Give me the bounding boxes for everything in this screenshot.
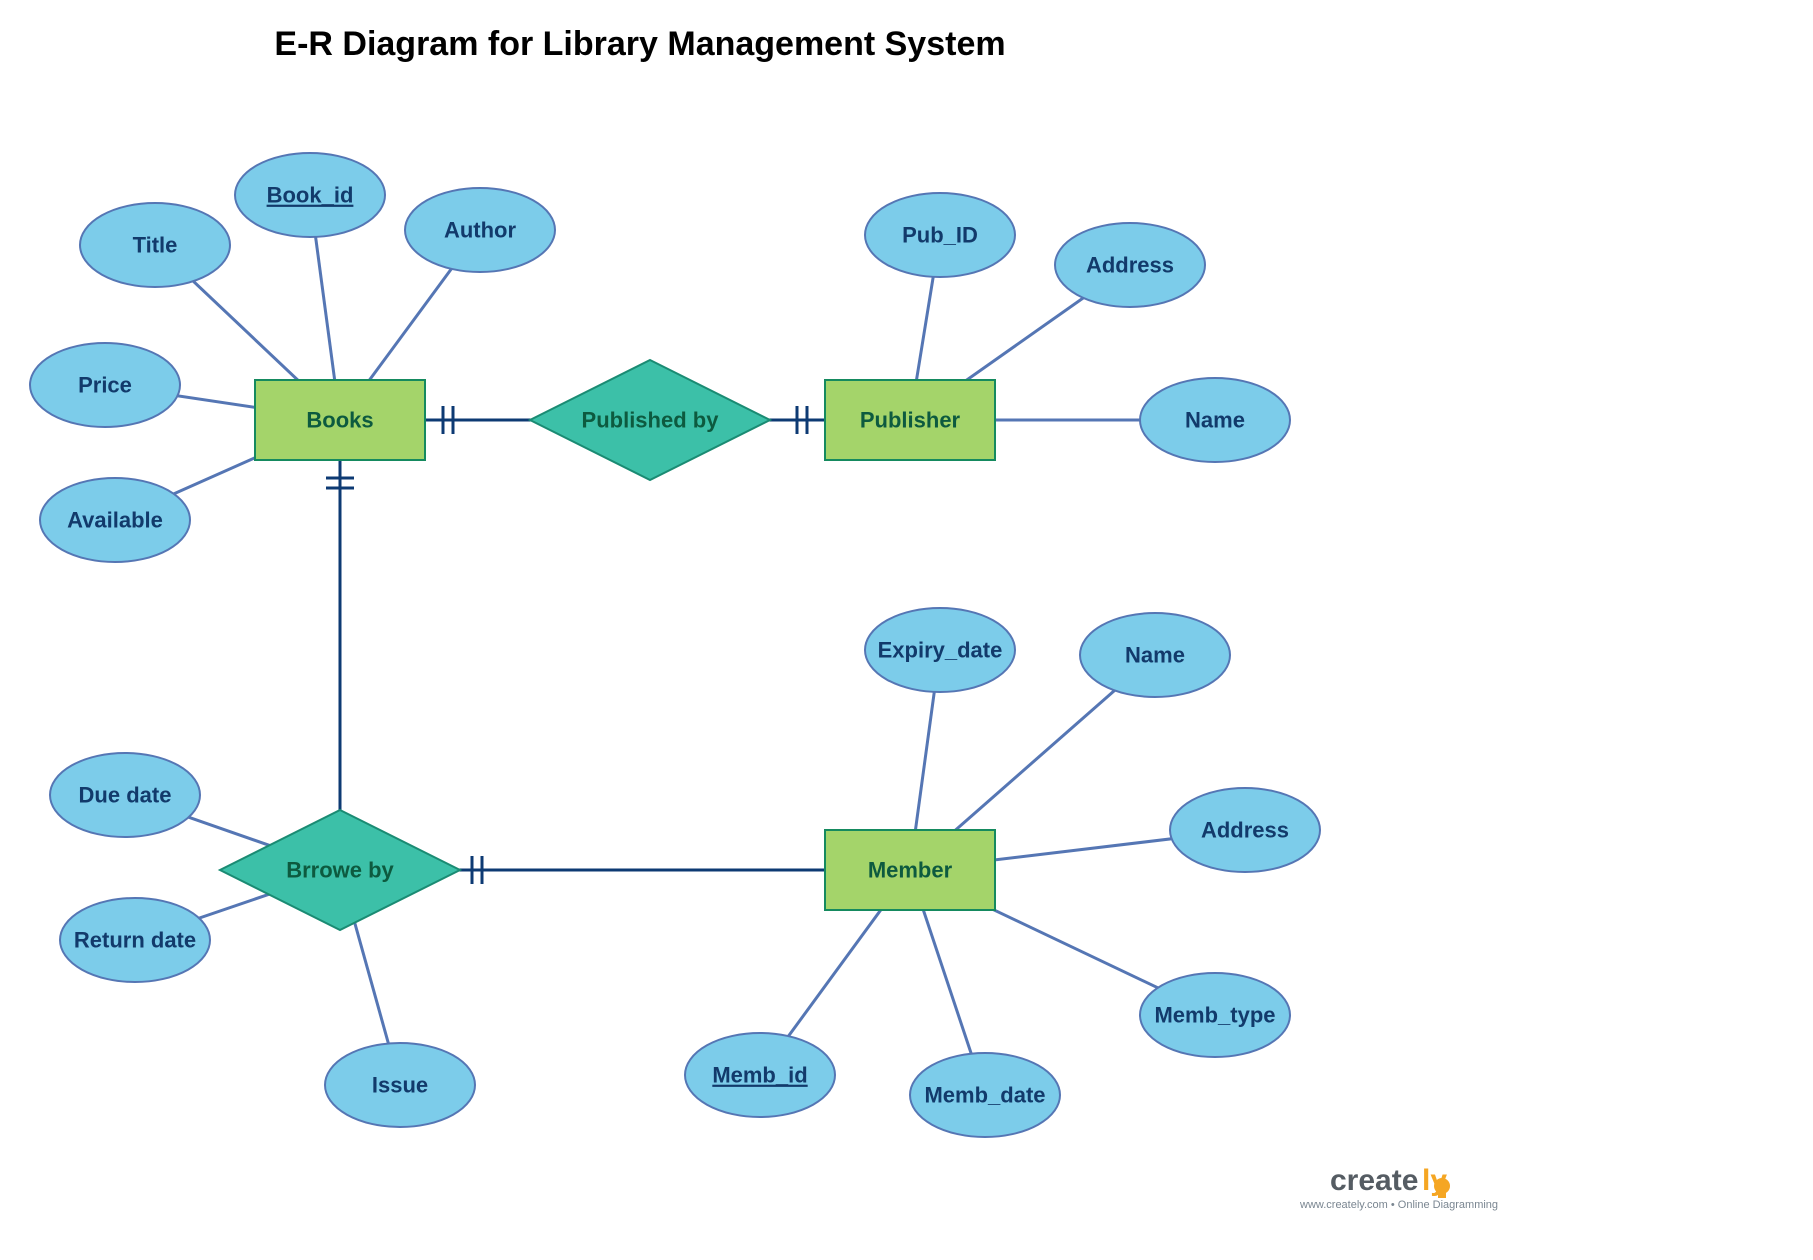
attribute-mem_address-label: Address [1201, 818, 1289, 843]
attribute-expiry_date-label: Expiry_date [878, 638, 1003, 663]
attribute-return_date-label: Return date [74, 928, 196, 953]
diagram-title: E-R Diagram for Library Management Syste… [274, 25, 1005, 63]
entity-books-label: Books [306, 408, 373, 433]
attribute-due_date-label: Due date [79, 783, 172, 808]
relationship-published_by-label: Published by [582, 408, 720, 433]
attribute-title-label: Title [133, 233, 178, 258]
entity-publisher-label: Publisher [860, 408, 961, 433]
attribute-memb_id-label: Memb_id [712, 1063, 807, 1088]
attribute-pub_id-label: Pub_ID [902, 223, 978, 248]
attribute-memb_date-label: Memb_date [924, 1083, 1045, 1108]
footer-brand: create [1330, 1164, 1418, 1197]
attribute-mem_name-label: Name [1125, 643, 1185, 668]
attribute-pub_address-label: Address [1086, 253, 1174, 278]
footer-brand-accent: ly [1422, 1164, 1447, 1197]
attribute-issue-label: Issue [372, 1073, 428, 1098]
attribute-pub_name-label: Name [1185, 408, 1245, 433]
relationship-borrow_by-label: Brrowe by [286, 858, 394, 883]
attribute-available-label: Available [67, 508, 163, 533]
footer-subtext: www.creately.com • Online Diagramming [1299, 1199, 1498, 1211]
attribute-price-label: Price [78, 373, 132, 398]
attribute-memb_type-label: Memb_type [1154, 1003, 1275, 1028]
entity-member-label: Member [868, 858, 953, 883]
attribute-book_id-label: Book_id [267, 183, 354, 208]
attribute-author-label: Author [444, 218, 517, 243]
